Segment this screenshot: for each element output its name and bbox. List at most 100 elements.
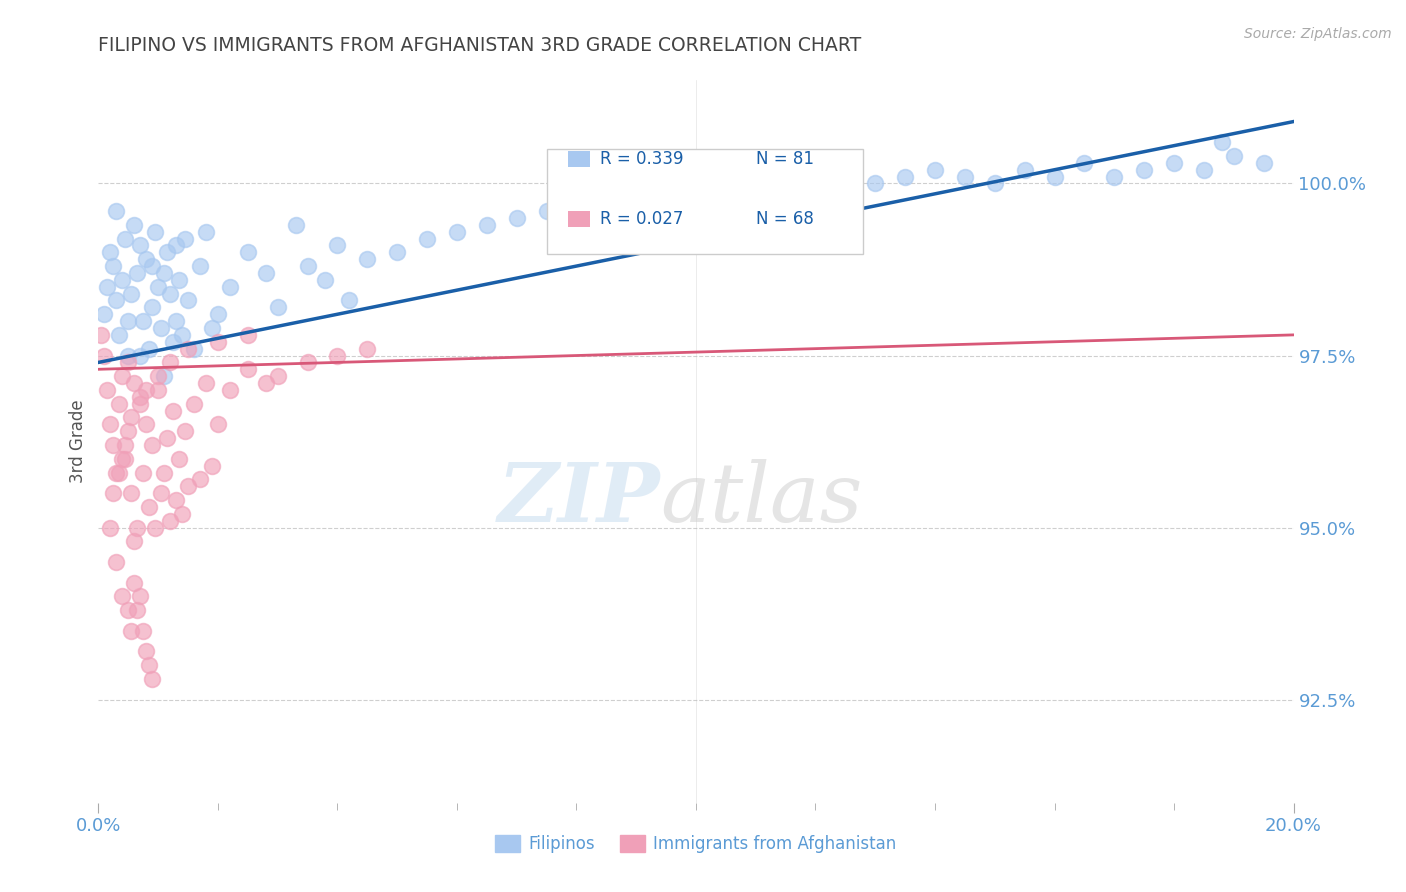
Point [506,211,529,225]
Point [183,397,205,411]
Point [297,355,319,369]
Text: N = 68: N = 68 [756,210,814,228]
Point [536,204,558,219]
Point [148,383,170,397]
Point [356,252,378,267]
Point [167,273,190,287]
Point [177,342,200,356]
Point [127,266,149,280]
Point [129,590,152,604]
Point [595,218,617,232]
Point [172,327,194,342]
Point [138,500,160,514]
Text: Source: ZipAtlas.com: Source: ZipAtlas.com [1244,27,1392,41]
Point [475,218,498,232]
Point [135,383,157,397]
Point [195,225,218,239]
Point [98,520,122,534]
Point [174,231,197,245]
FancyBboxPatch shape [568,151,589,167]
Point [894,169,917,184]
FancyBboxPatch shape [547,149,863,253]
Point [356,342,378,356]
Point [174,424,197,438]
Point [775,183,797,197]
FancyBboxPatch shape [568,211,589,227]
Point [153,266,176,280]
Point [219,383,242,397]
Point [127,603,149,617]
Point [153,466,176,480]
Point [159,355,181,369]
Point [96,383,118,397]
Point [162,334,184,349]
Point [267,369,290,384]
Point [111,273,134,287]
Point [804,177,827,191]
Point [834,169,856,184]
Point [254,266,277,280]
Point [108,327,131,342]
Point [984,177,1007,191]
Point [1223,149,1246,163]
Text: atlas: atlas [661,459,862,540]
Point [153,369,176,384]
Point [177,479,200,493]
Point [1043,169,1066,184]
Point [129,390,152,404]
Point [143,520,166,534]
Point [129,397,152,411]
Point [103,438,125,452]
Point [236,327,259,342]
Point [326,238,349,252]
Point [195,376,218,390]
Point [127,520,149,534]
Point [117,355,139,369]
Point [117,603,139,617]
Point [141,259,163,273]
Point [865,177,887,191]
Text: R = 0.027: R = 0.027 [600,210,683,228]
Point [219,279,242,293]
Point [141,672,163,686]
Point [953,169,976,184]
Point [103,486,125,500]
Point [90,327,112,342]
Point [141,438,163,452]
Point [120,486,142,500]
Legend: Filipinos, Immigrants from Afghanistan: Filipinos, Immigrants from Afghanistan [488,828,904,860]
Point [148,279,170,293]
Point [105,555,128,569]
Point [183,342,205,356]
Point [565,211,588,225]
Point [124,376,146,390]
Point [745,190,768,204]
Point [254,376,277,390]
Point [138,342,160,356]
Point [111,451,134,466]
Point [129,238,152,252]
Point [117,424,139,438]
Point [236,245,259,260]
Point [135,644,157,658]
Point [924,162,946,177]
Point [315,273,337,287]
Point [297,259,319,273]
Point [655,197,678,211]
Point [117,349,139,363]
Point [132,466,155,480]
Point [326,349,349,363]
Text: FILIPINO VS IMMIGRANTS FROM AFGHANISTAN 3RD GRADE CORRELATION CHART: FILIPINO VS IMMIGRANTS FROM AFGHANISTAN … [98,36,862,54]
Point [114,438,136,452]
Point [114,451,136,466]
Point [132,314,155,328]
Point [284,218,307,232]
Point [156,245,179,260]
Point [108,397,131,411]
Point [111,590,134,604]
Point [207,417,229,432]
Point [165,493,187,508]
Point [188,472,211,486]
Point [1073,156,1095,170]
Point [167,451,190,466]
